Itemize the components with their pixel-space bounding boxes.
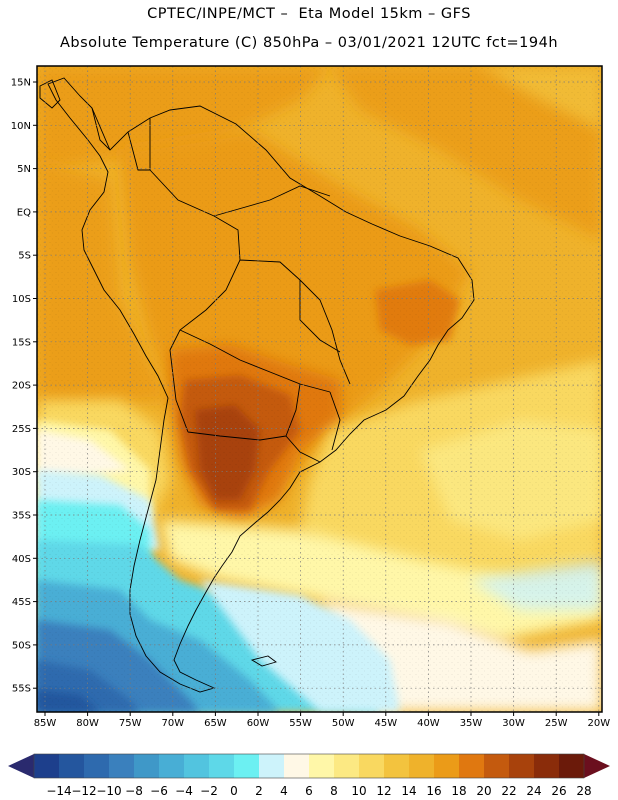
colorbar-label: 26 [551, 784, 566, 798]
lat-label: 10S [12, 294, 31, 305]
colorbar-label: 20 [476, 784, 491, 798]
lat-label: 15S [12, 337, 31, 348]
lon-label: 70W [161, 718, 184, 729]
colorbar-swatch [284, 754, 310, 778]
colorbar-label: −6 [150, 784, 168, 798]
lat-label: 30S [12, 467, 31, 478]
lon-label: 35W [460, 718, 483, 729]
colorbar-swatch [509, 754, 535, 778]
colorbar-swatch [84, 754, 110, 778]
temperature-field [37, 66, 602, 712]
lat-label: 5N [17, 164, 31, 175]
lat-label: 55S [12, 684, 31, 695]
lon-label: 50W [332, 718, 355, 729]
colorbar-swatch [34, 754, 60, 778]
colorbar-label: 6 [305, 784, 313, 798]
colorbar-swatch [484, 754, 510, 778]
colorbar-swatch [409, 754, 435, 778]
lat-label: 50S [12, 640, 31, 651]
colorbar-swatch [109, 754, 135, 778]
colorbar-left-arrow [8, 754, 34, 778]
lat-label: 20S [12, 381, 31, 392]
colorbar-swatch [434, 754, 460, 778]
lat-label: 5S [18, 251, 31, 262]
lat-label: 10N [11, 121, 31, 132]
lat-label: 40S [12, 554, 31, 565]
colorbar-label: 24 [526, 784, 541, 798]
colorbar-label: 18 [451, 784, 466, 798]
colorbar-label: 10 [351, 784, 366, 798]
colorbar-label: −4 [175, 784, 193, 798]
coastline-borders [39, 77, 475, 693]
lon-label: 40W [417, 718, 440, 729]
map-frame [36, 65, 603, 713]
colorbar-swatch [134, 754, 160, 778]
lon-label: 45W [374, 718, 397, 729]
colorbar-label: 22 [501, 784, 516, 798]
colorbar: −14 −12 −10 −8 −6 −4 −2 0 2 4 6 8 10 12 14 16 18 20 22 24 26… [8, 753, 610, 798]
lon-label: 30W [502, 718, 525, 729]
colorbar-label: −10 [96, 784, 121, 798]
colorbar-label: 12 [376, 784, 391, 798]
colorbar-swatch [259, 754, 285, 778]
lon-label: 80W [76, 718, 99, 729]
colorbar-label: −2 [200, 784, 218, 798]
lon-label: 75W [119, 718, 142, 729]
lon-label: 85W [34, 718, 57, 729]
lat-label: 35S [12, 511, 31, 522]
colorbar-outline [33, 753, 585, 779]
chart-title-line-1: CPTEC/INPE/MCT – Eta Model 15km – GFS [147, 6, 471, 22]
colorbar-swatch [184, 754, 210, 778]
colorbar-swatch [309, 754, 335, 778]
colorbar-swatch [384, 754, 410, 778]
colorbar-label: 2 [255, 784, 263, 798]
colorbar-swatch [359, 754, 385, 778]
central-america [39, 79, 61, 109]
lon-label: 60W [247, 718, 270, 729]
colorbar-swatch [209, 754, 235, 778]
longitude-labels: 85W 80W 75W 70W 65W 60W 55W 50W 45W 40W 35W 30W 25W 2… [34, 712, 610, 729]
colorbar-swatch [234, 754, 260, 778]
lon-label: 55W [289, 718, 312, 729]
colorbar-label: 28 [576, 784, 591, 798]
colorbar-label: −12 [71, 784, 96, 798]
colorbar-label: 0 [230, 784, 238, 798]
colorbar-swatch [159, 754, 185, 778]
colorbar-label: −8 [125, 784, 143, 798]
colorbar-label: 16 [426, 784, 441, 798]
country-borders [149, 118, 351, 463]
colorbar-right-arrow [584, 754, 610, 778]
colorbar-swatch [559, 754, 585, 778]
lat-label: 15N [11, 78, 31, 89]
coastline-south-america [47, 77, 475, 693]
lon-label: 20W [587, 718, 610, 729]
lat-label: EQ [17, 207, 31, 218]
falkland-islands [250, 655, 277, 667]
colorbar-label: 14 [401, 784, 416, 798]
colorbar-swatch [334, 754, 360, 778]
lat-label: 45S [12, 597, 31, 608]
latitude-labels: 15N 10N 5N EQ 5S 10S 15S 20S 25S 30S 35S 40S 45S 50S 5… [11, 78, 37, 695]
colorbar-label: −14 [46, 784, 71, 798]
chart-title-line-2: Absolute Temperature (C) 850hPa – 03/01/… [59, 35, 559, 51]
lon-label: 25W [545, 718, 568, 729]
colorbar-swatch [459, 754, 485, 778]
lon-label: 65W [204, 718, 227, 729]
colorbar-label: 8 [330, 784, 338, 798]
colorbar-swatch [534, 754, 560, 778]
colorbar-swatch [59, 754, 85, 778]
colorbar-label: 4 [280, 784, 288, 798]
lat-label: 25S [12, 424, 31, 435]
